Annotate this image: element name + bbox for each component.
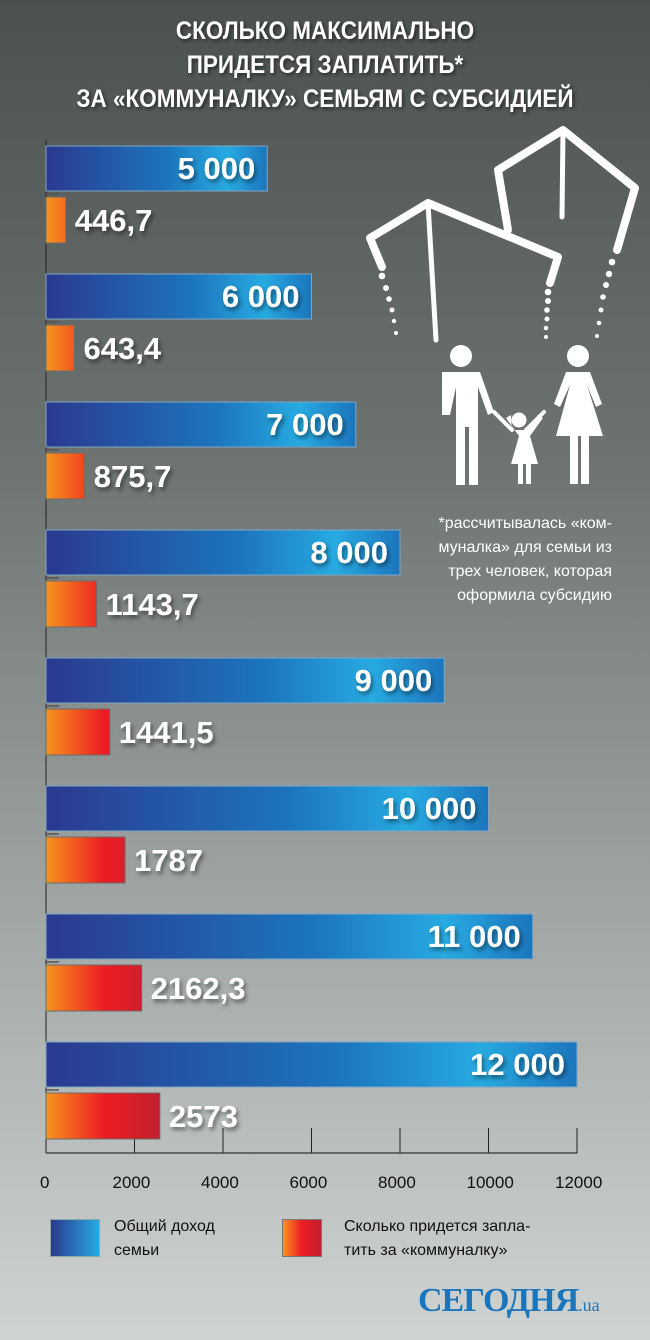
house-right-icon — [494, 126, 639, 254]
house-left-icon — [366, 199, 562, 287]
x-tick-label: 2000 — [113, 1173, 151, 1192]
family-icon — [442, 345, 603, 485]
logo-suffix: .ua — [578, 1295, 600, 1315]
footnote-line: *рассчитывалась «ком- — [438, 515, 612, 532]
family-houses-illustration — [366, 126, 639, 485]
chart-title: СКОЛЬКО МАКСИМАЛЬНО ПРИДЕТСЯ ЗАПЛАТИТЬ* … — [33, 14, 618, 116]
payment-value-label: 1787 — [134, 843, 203, 878]
payment-value-label: 1441,5 — [119, 715, 214, 750]
income-bar — [45, 657, 445, 704]
x-tick-label: 4000 — [201, 1173, 239, 1192]
payment-value-label: 875,7 — [94, 459, 172, 494]
income-value-label: 9 000 — [355, 663, 433, 698]
income-value-label: 8 000 — [310, 535, 388, 570]
x-tick-label: 0 — [40, 1173, 49, 1192]
income-bar — [45, 401, 357, 448]
footnote-line: муналка» для семьи из — [438, 539, 612, 556]
income-bar — [45, 913, 534, 960]
x-axis: 0 2000 4000 6000 8000 10000 12000 — [40, 140, 602, 1192]
income-bar — [45, 1041, 578, 1088]
payment-value-label: 2162,3 — [151, 971, 246, 1006]
payment-value-label: 1143,7 — [106, 587, 199, 622]
payment-value-label: 446,7 — [75, 203, 153, 238]
payment-bar — [45, 324, 75, 372]
legend-line: Сколько придется запла- — [344, 1218, 531, 1235]
income-value-label: 12 000 — [470, 1047, 565, 1082]
payment-bar — [45, 1092, 161, 1140]
house-left-wall — [425, 200, 439, 343]
legend-label-income: Общий доход семьи — [114, 1215, 215, 1263]
income-bar — [45, 273, 312, 320]
legend-swatch-income — [50, 1219, 100, 1257]
legend-label-payment: Сколько придется запла- тить за «коммуна… — [344, 1215, 530, 1263]
payment-value-label: 2573 — [169, 1099, 238, 1134]
payment-bar — [45, 964, 143, 1012]
payment-value-label: 643,4 — [83, 331, 161, 366]
title-line: ПРИДЕТСЯ ЗАПЛАТИТЬ* — [186, 51, 464, 79]
legend-line: тить за «коммуналку» — [344, 1242, 508, 1259]
footnote: *рассчитывалась «ком- муналка» для семьи… — [372, 512, 612, 608]
title-line: СКОЛЬКО МАКСИМАЛЬНО — [175, 17, 475, 45]
income-bar — [45, 145, 268, 192]
income-value-label: 7 000 — [266, 407, 344, 442]
payment-bar — [45, 580, 98, 628]
title-line: ЗА «КОММУНАЛКУ» СЕМЬЯМ С СУБСИДИЕЙ — [76, 85, 574, 113]
footnote-line: трех человек, которая — [448, 563, 612, 580]
payment-bar — [45, 836, 126, 884]
legend-line: Общий доход — [114, 1218, 215, 1235]
footnote-line: оформила субсидию — [457, 587, 612, 604]
dots-decoration — [378, 258, 616, 339]
bars: 5 000 446,7 6 000 643,4 7 000 875,7 8 000 1143,… — [45, 145, 578, 1140]
income-value-label: 10 000 — [382, 791, 477, 826]
house-right-wall — [559, 127, 566, 220]
income-value-label: 5 000 — [178, 151, 256, 186]
x-tick-label: 10000 — [467, 1173, 514, 1192]
x-tick-label: 8000 — [378, 1173, 416, 1192]
payment-bar — [45, 452, 86, 500]
income-value-label: 6 000 — [222, 279, 300, 314]
payment-bar — [45, 196, 67, 244]
segodnya-logo: СЕГОДНЯ.ua — [418, 1282, 600, 1320]
legend-line: семьи — [114, 1242, 160, 1259]
logo-text: СЕГОДНЯ — [418, 1282, 579, 1319]
payment-bar — [45, 708, 111, 756]
x-tick-label: 12000 — [555, 1173, 602, 1192]
income-bar — [45, 529, 401, 576]
income-bar — [45, 785, 489, 832]
legend-swatch-payment — [282, 1219, 322, 1257]
income-value-label: 11 000 — [428, 919, 521, 954]
x-tick-label: 6000 — [290, 1173, 328, 1192]
